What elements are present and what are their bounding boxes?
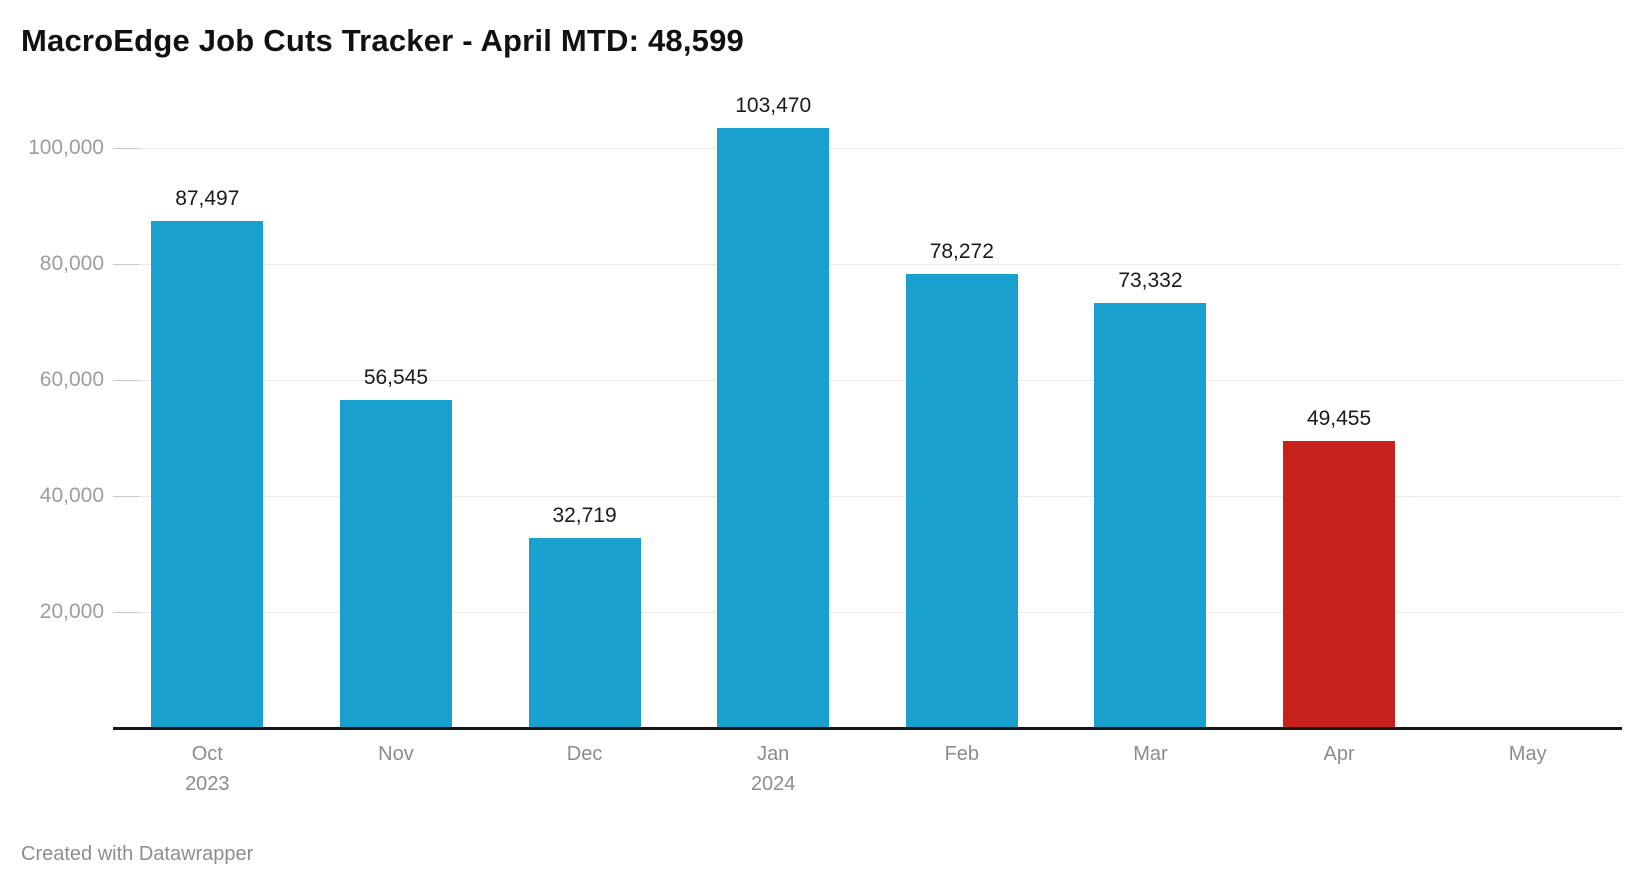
x-tick-label: Dec (566, 743, 603, 765)
y-tick-mark (113, 380, 139, 381)
y-tick-mark (113, 612, 139, 613)
x-tick-label: Mar (1133, 743, 1168, 765)
bar-value-label: 73,332 (1118, 268, 1183, 292)
y-tick-label: 40,000 (39, 484, 104, 507)
bar-value-label: 103,470 (735, 93, 812, 117)
y-gridline (113, 496, 1622, 497)
bar-mar (1094, 302, 1207, 728)
bar-apr (1283, 441, 1396, 728)
bar-oct (151, 220, 264, 728)
y-gridline (113, 380, 1622, 381)
y-tick-label: 20,000 (39, 600, 104, 623)
bar-jan (717, 127, 830, 728)
x-tick-label: Oct (191, 743, 223, 765)
x-tick-year-label: 2024 (750, 773, 796, 795)
bar-value-label: 78,272 (929, 240, 994, 264)
x-axis-line (113, 727, 1622, 730)
y-tick-label: 100,000 (28, 136, 104, 159)
bar-dec (528, 538, 641, 728)
y-tick-label: 80,000 (39, 252, 104, 275)
x-tick-label: Jan (757, 743, 790, 765)
y-tick-mark (113, 496, 139, 497)
y-tick-label: 60,000 (39, 368, 104, 391)
y-tick-mark (113, 148, 139, 149)
bar-value-label: 32,719 (552, 504, 617, 528)
y-gridline (113, 264, 1622, 265)
x-tick-year-label: 2023 (185, 773, 230, 795)
x-tick-label: Nov (378, 743, 414, 765)
bar-value-label: 49,455 (1306, 407, 1372, 431)
x-tick-label: Apr (1323, 743, 1355, 765)
y-gridline (113, 612, 1622, 613)
x-tick-label: Feb (944, 743, 980, 765)
x-tick-label: May (1508, 743, 1547, 765)
bar-nov (339, 400, 452, 728)
chart-title: MacroEdge Job Cuts Tracker - April MTD: … (21, 23, 744, 58)
bar-feb (905, 274, 1018, 728)
bar-value-label: 87,497 (175, 186, 240, 210)
attribution-text: Created with Datawrapper (21, 843, 254, 865)
bar-value-label: 56,545 (363, 366, 429, 390)
y-tick-mark (113, 264, 139, 265)
y-gridline (113, 148, 1622, 149)
